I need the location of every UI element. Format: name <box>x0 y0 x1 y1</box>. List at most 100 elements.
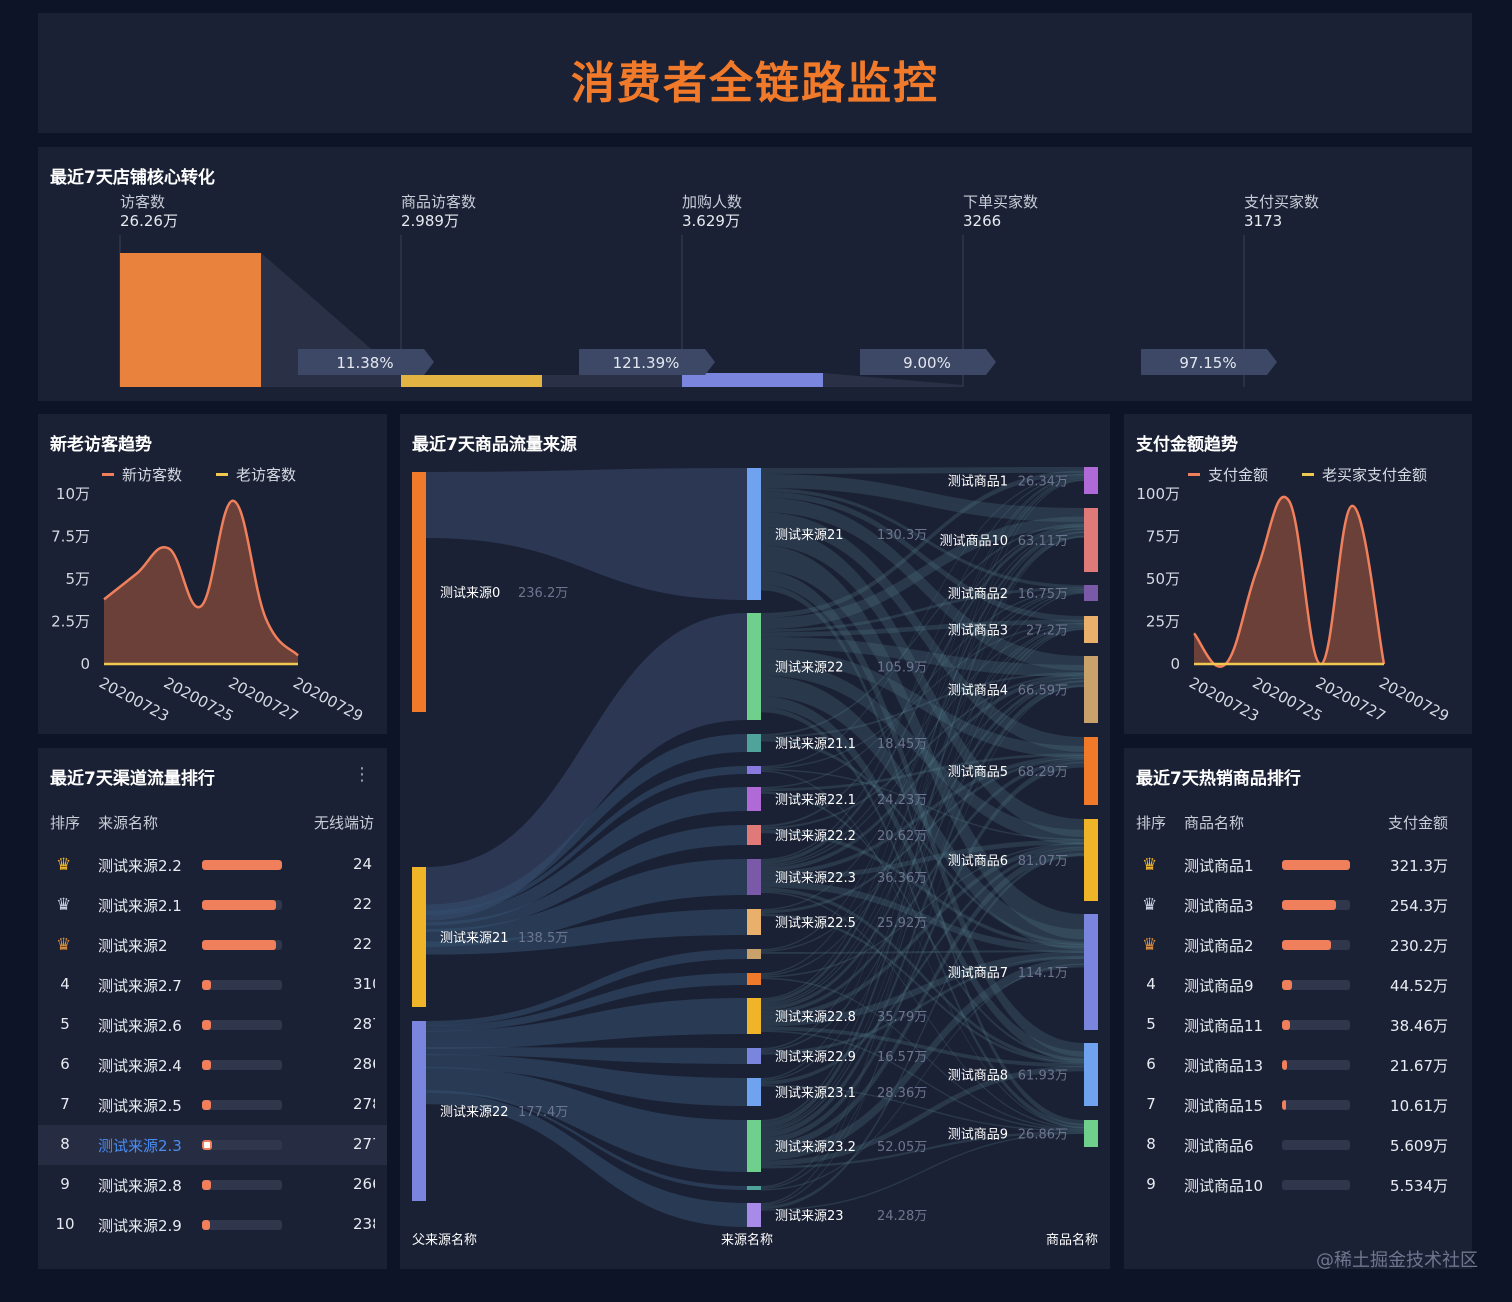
sankey-link-source-product[interactable] <box>761 1131 1084 1169</box>
sankey-link-source-product[interactable] <box>761 525 1084 865</box>
sankey-link-parent-source[interactable] <box>426 825 747 932</box>
sankey-link-source-product[interactable] <box>761 1026 1084 1068</box>
sankey-link-source-product[interactable] <box>761 590 1084 911</box>
sankey-link-source-product[interactable] <box>761 963 1084 1191</box>
product-row[interactable]: ♛ 测试商品3 254.3万 <box>1124 885 1472 925</box>
sankey-node-source[interactable] <box>747 859 761 895</box>
channel-name[interactable]: 测试来源2.7 <box>98 977 182 995</box>
sankey-node-source[interactable] <box>747 1203 761 1227</box>
channel-name[interactable]: 测试来源2.8 <box>98 1177 182 1195</box>
product-name[interactable]: 测试商品2 <box>1184 937 1254 955</box>
sankey-link-source-product[interactable] <box>761 951 1084 1027</box>
sankey-link-source-product[interactable] <box>761 846 1084 1085</box>
channel-row[interactable]: 10 测试来源2.9 238 <box>38 1205 387 1245</box>
sankey-link-source-product[interactable] <box>761 839 1084 881</box>
channel-name[interactable]: 测试来源2.4 <box>98 1057 182 1075</box>
sankey-link-source-product[interactable] <box>761 477 1084 1080</box>
product-row[interactable]: 9 测试商品10 5.534万 <box>1124 1165 1472 1205</box>
sankey-link-source-product[interactable] <box>761 674 1084 872</box>
sankey-link-source-product[interactable] <box>761 619 1084 637</box>
sankey-link-source-product[interactable] <box>761 1132 1084 1211</box>
sankey-link-source-product[interactable] <box>761 852 1084 1210</box>
sankey-link-source-product[interactable] <box>761 473 1084 768</box>
channel-row[interactable]: 4 测试来源2.7 310 <box>38 965 387 1005</box>
sankey-link-source-product[interactable] <box>761 681 1084 1138</box>
product-row[interactable]: 8 测试商品6 5.609万 <box>1124 1125 1472 1165</box>
channel-name[interactable]: 测试来源2.5 <box>98 1097 182 1115</box>
sankey-node-source[interactable] <box>747 468 761 600</box>
sankey-link-source-product[interactable] <box>761 628 1084 1206</box>
sankey-node-source[interactable] <box>747 766 761 774</box>
product-name[interactable]: 测试商品13 <box>1184 1057 1264 1075</box>
sankey-link-source-product[interactable] <box>761 570 1084 1057</box>
sankey-link-source-product[interactable] <box>761 648 1084 759</box>
channel-name[interactable]: 测试来源2.1 <box>98 897 182 915</box>
sankey-node-source[interactable] <box>747 734 761 752</box>
sankey-link-source-product[interactable] <box>761 757 1084 914</box>
sankey-link-source-product[interactable] <box>761 531 1084 1050</box>
sankey-link-parent-source[interactable] <box>426 787 747 926</box>
sankey-node-source[interactable] <box>747 949 761 959</box>
sankey-link-source-product[interactable] <box>761 913 1084 1065</box>
sankey-link-source-product[interactable] <box>761 527 1084 838</box>
sankey-link-source-product[interactable] <box>761 623 1084 868</box>
sankey-link-source-product[interactable] <box>761 535 1084 1188</box>
product-name[interactable]: 测试商品6 <box>1184 1137 1254 1155</box>
sankey-link-source-product[interactable] <box>761 770 1084 1128</box>
sankey-link-parent-source[interactable] <box>426 1066 747 1172</box>
sankey-link-source-product[interactable] <box>761 478 1084 1123</box>
sankey-link-source-product[interactable] <box>761 955 1084 1055</box>
product-name[interactable]: 测试商品3 <box>1184 897 1254 915</box>
pay-line-支付金额[interactable] <box>1193 495 1386 668</box>
sankey-link-source-product[interactable] <box>761 707 1084 1129</box>
channel-row[interactable]: 7 测试来源2.5 278 <box>38 1085 387 1125</box>
sankey-link-source-product[interactable] <box>761 475 1084 975</box>
sankey-link-source-product[interactable] <box>761 588 1084 789</box>
sankey-link-source-product[interactable] <box>761 589 1084 866</box>
legend-item-old-pay[interactable]: 老买家支付金额 <box>1302 464 1427 485</box>
channel-name[interactable]: 测试来源2.3 <box>98 1137 182 1155</box>
sankey-link-parent-source[interactable] <box>426 1047 747 1064</box>
sankey-link-parent-source[interactable] <box>426 1090 747 1190</box>
product-row[interactable]: 6 测试商品13 21.67万 <box>1124 1045 1472 1085</box>
sankey-link-source-product[interactable] <box>761 1065 1084 1167</box>
sankey-link-source-product[interactable] <box>761 754 1084 876</box>
sankey-node-source[interactable] <box>747 1120 761 1172</box>
sankey-link-parent-source[interactable] <box>426 613 747 921</box>
sankey-node-product[interactable] <box>1084 1043 1098 1106</box>
channel-name[interactable]: 测试来源2 <box>98 937 168 955</box>
sankey-link-parent-source[interactable] <box>426 734 747 914</box>
sankey-node-source[interactable] <box>747 973 761 985</box>
sankey-link-parent-source[interactable] <box>426 1054 747 1106</box>
sankey-link-source-product[interactable] <box>761 737 1084 946</box>
sankey-link-source-product[interactable] <box>761 696 1084 1063</box>
sankey-link-parent-source[interactable] <box>426 973 747 1032</box>
sankey-link-source-product[interactable] <box>761 829 1084 948</box>
sankey-node-source[interactable] <box>747 1048 761 1064</box>
sankey-node-source[interactable] <box>747 787 761 811</box>
product-name[interactable]: 测试商品10 <box>1184 1177 1264 1195</box>
sankey-link-source-product[interactable] <box>761 528 1084 1004</box>
product-row[interactable]: 4 测试商品9 44.52万 <box>1124 965 1472 1005</box>
sankey-link-source-product[interactable] <box>761 524 1084 828</box>
funnel-bar-product-visitors[interactable] <box>401 375 542 387</box>
sankey-link-source-product[interactable] <box>761 761 1084 1144</box>
sankey-link-source-product[interactable] <box>761 545 1084 940</box>
sankey-link-source-product[interactable] <box>761 1084 1084 1132</box>
sankey-link-source-product[interactable] <box>761 467 1084 474</box>
sankey-node-product[interactable] <box>1084 914 1098 1030</box>
sankey-link-source-product[interactable] <box>761 842 1084 978</box>
sankey-node-source[interactable] <box>747 1186 761 1190</box>
sankey-link-source-product[interactable] <box>761 1030 1084 1131</box>
sankey-link-source-product[interactable] <box>761 625 1084 1007</box>
sankey-link-source-product[interactable] <box>761 512 1084 752</box>
funnel-bar-cart[interactable] <box>682 373 823 387</box>
sankey-link-source-product[interactable] <box>761 474 1084 861</box>
sankey-link-source-product[interactable] <box>761 528 1084 951</box>
sankey-link-source-product[interactable] <box>761 488 1084 589</box>
funnel-bar-visitors[interactable] <box>120 253 261 387</box>
sankey-link-source-product[interactable] <box>761 887 1084 1064</box>
sankey-link-source-product[interactable] <box>761 532 1084 1128</box>
sankey-link-source-product[interactable] <box>761 977 1084 1130</box>
legend-item-new[interactable]: 新访客数 <box>102 464 182 485</box>
